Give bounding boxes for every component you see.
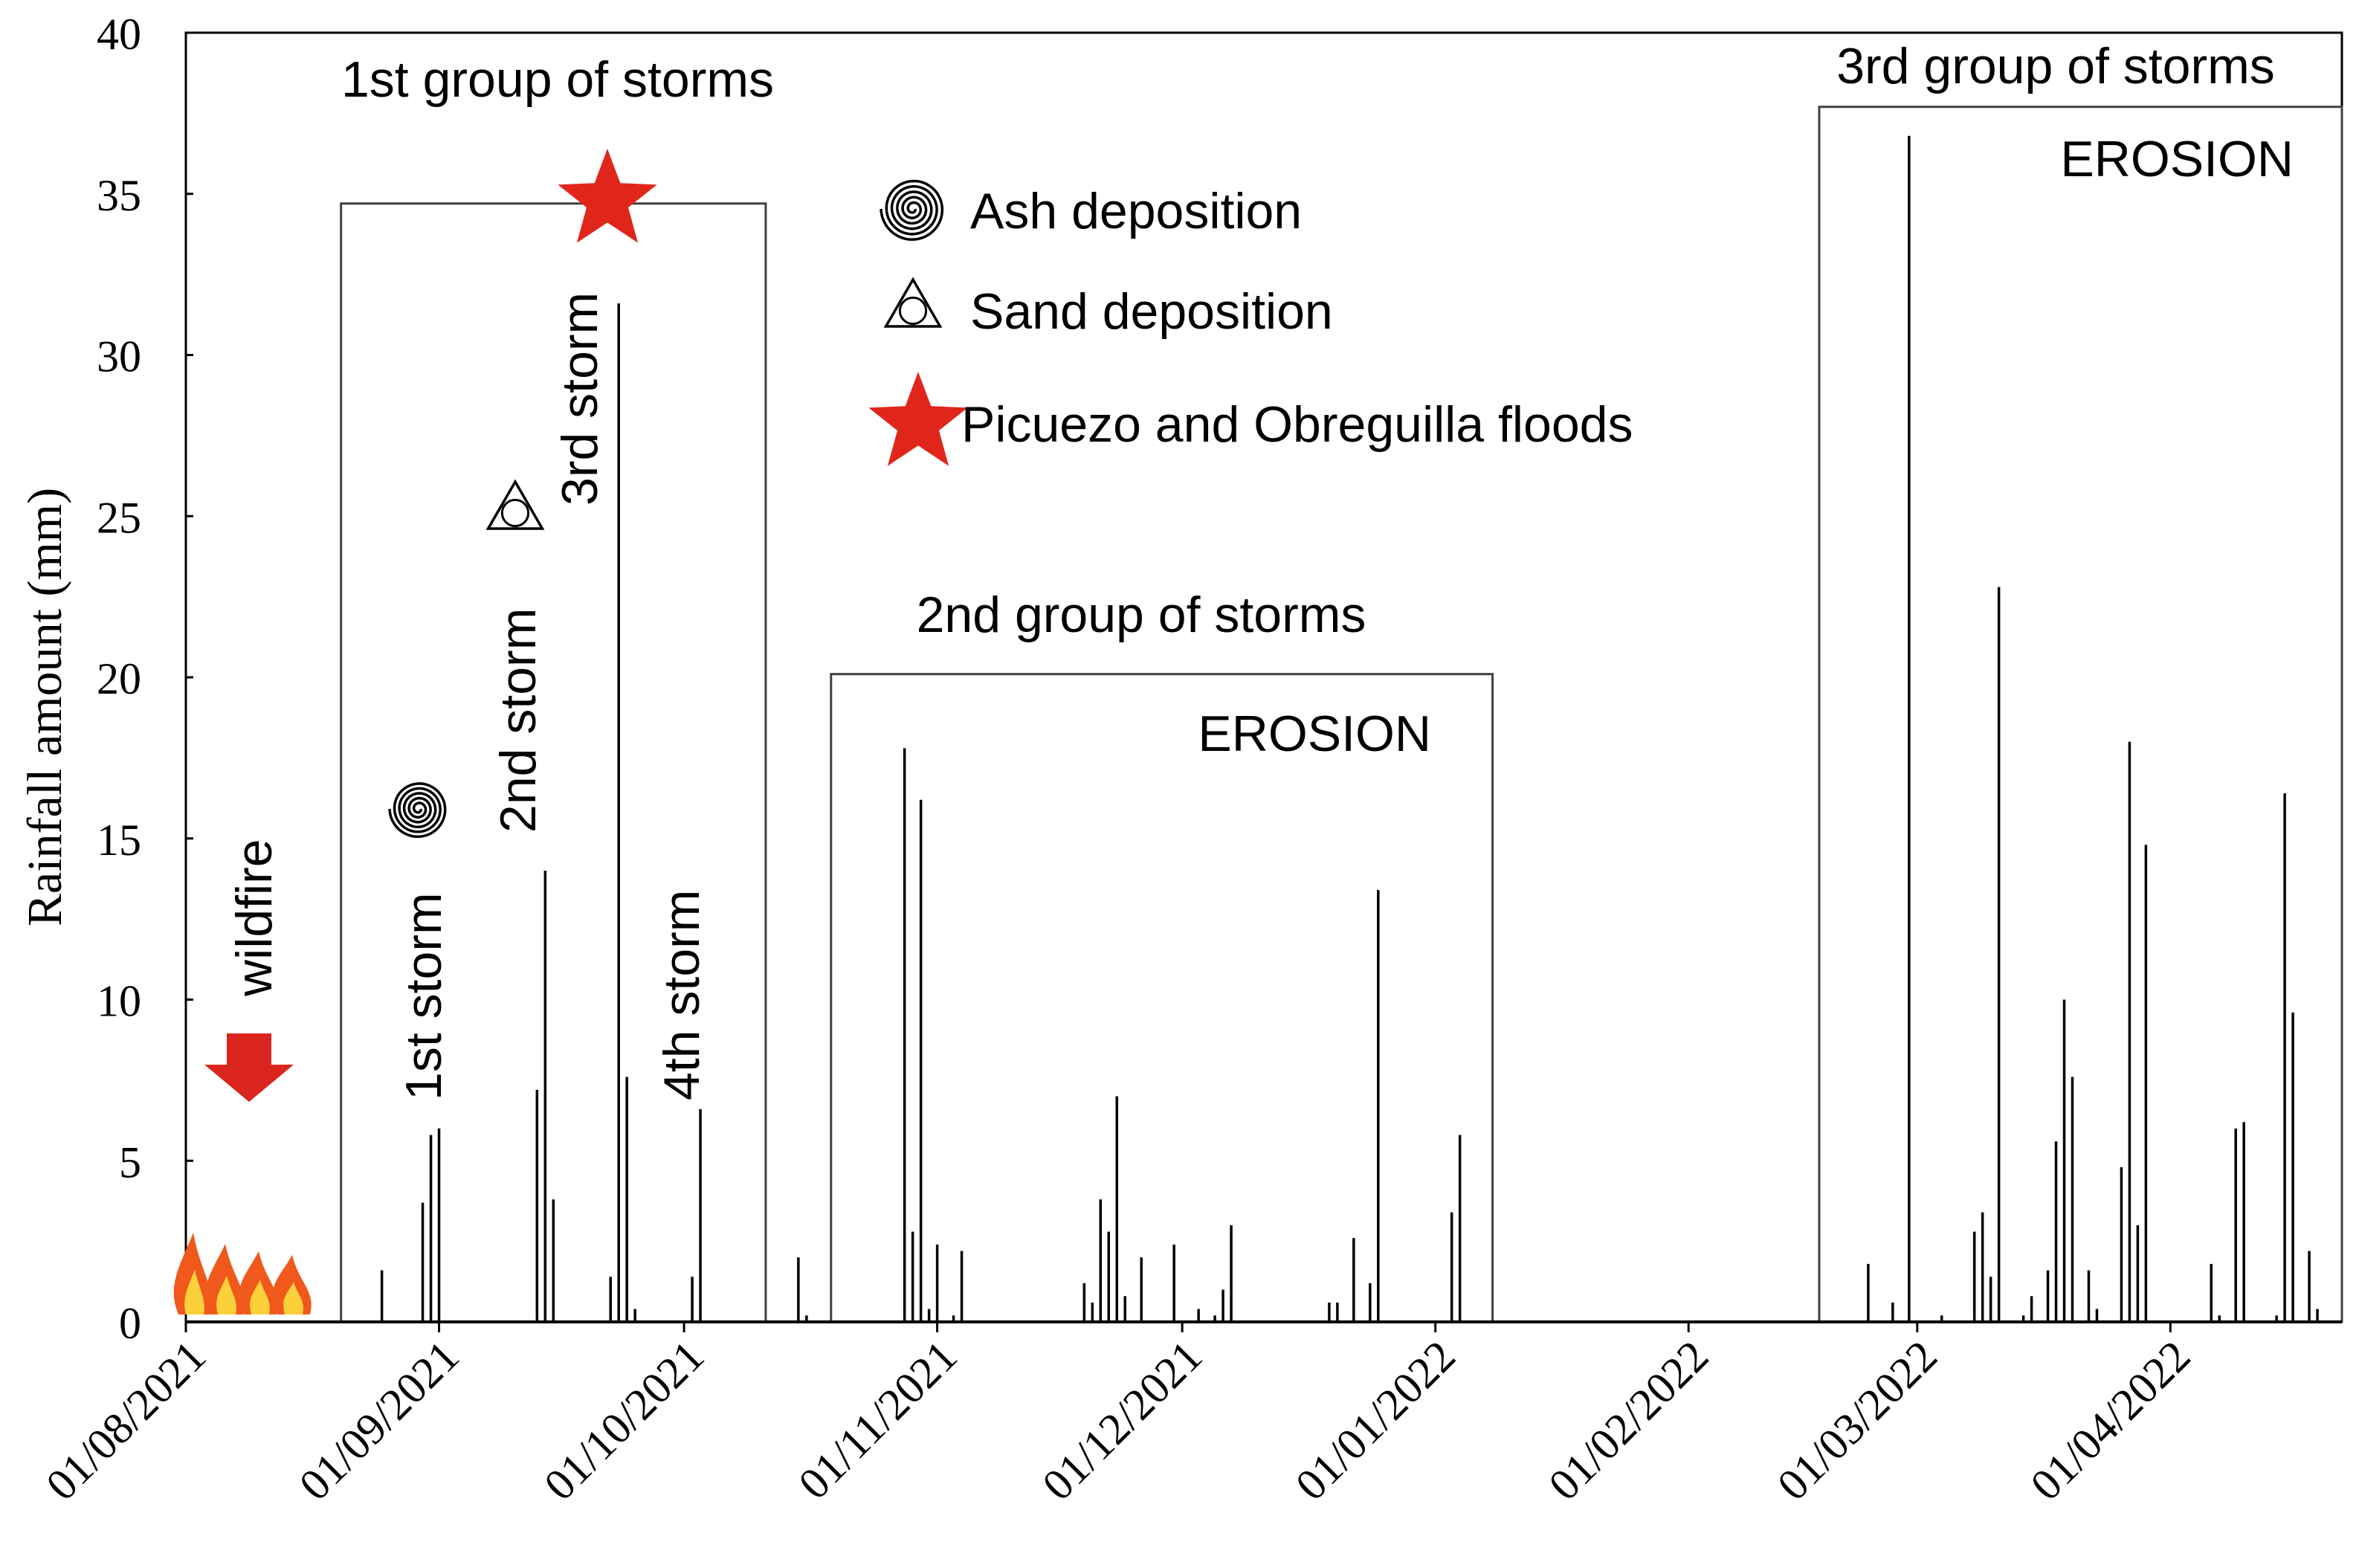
y-tick-label: 20	[97, 654, 141, 703]
y-tick-label: 10	[97, 977, 141, 1026]
storm-label-2: 2nd storm	[490, 608, 546, 833]
rainfall-bars	[380, 135, 2319, 1322]
group-box-2	[830, 673, 1494, 1323]
y-tick-label: 40	[97, 10, 141, 59]
x-tick-label: 01/04/2022	[2021, 1332, 2200, 1510]
legend-label-2: Sand deposition	[970, 283, 1333, 340]
x-tick-label: 01/01/2022	[1286, 1332, 1465, 1510]
flame-outer	[173, 1233, 213, 1314]
nonagram-icon	[485, 479, 545, 530]
group-caption-2: EROSION	[1198, 706, 1431, 762]
y-axis-title: Rainfall amount (mm)	[18, 488, 72, 926]
nonagram-lines	[485, 479, 545, 530]
flame-inner	[283, 1282, 303, 1314]
annotations: 1st group of storms 2nd group of storms ER…	[173, 38, 2294, 1314]
x-tick-label: 01/10/2021	[535, 1332, 713, 1510]
fire-icon	[173, 1233, 312, 1314]
y-tick-label: 0	[119, 1299, 141, 1348]
x-tick-label: 01/11/2021	[789, 1332, 966, 1509]
legend-label-1: Ash deposition	[970, 183, 1302, 239]
storm-label-4: 4th storm	[654, 890, 710, 1100]
y-tick-label: 5	[119, 1138, 141, 1187]
flame-outer	[205, 1244, 245, 1314]
nonagram-lines	[883, 277, 943, 328]
flame-inner	[250, 1280, 270, 1314]
spiral-icon	[388, 782, 447, 839]
legend-label-3: Picuezo and Obreguilla floods	[961, 396, 1633, 453]
storm-label-1: 1st storm	[396, 892, 452, 1100]
legend-nonagram-icon	[883, 277, 943, 328]
nonagram-center	[500, 498, 530, 528]
flame-outer	[272, 1255, 312, 1314]
legend-spiral-icon	[880, 179, 944, 241]
flame-inner	[216, 1275, 236, 1314]
down-arrow-icon	[204, 1033, 294, 1102]
y-tick-label: 35	[97, 171, 141, 220]
wildfire-label: wildfire	[226, 839, 283, 997]
y-tick-label: 15	[97, 816, 141, 865]
red-star-icon	[558, 149, 657, 243]
x-tick-label: 01/02/2022	[1539, 1332, 1717, 1510]
y-tick-label: 30	[97, 332, 141, 381]
flame-inner	[184, 1269, 204, 1314]
x-tick-label: 01/12/2021	[1033, 1332, 1211, 1510]
group-box-3	[1818, 106, 2343, 1323]
legend-red-star-icon	[868, 372, 968, 466]
group-title-3: 3rd group of storms	[1836, 38, 2275, 94]
group-caption-3: EROSION	[2060, 131, 2294, 187]
y-tick-label: 25	[97, 493, 141, 542]
nonagram-center	[898, 296, 928, 326]
storm-label-3: 3rd storm	[552, 292, 608, 506]
group-title-1: 1st group of storms	[341, 51, 774, 108]
group-title-2: 2nd group of storms	[917, 587, 1366, 643]
x-tick-label: 01/09/2021	[290, 1332, 468, 1510]
flame-outer	[239, 1251, 278, 1314]
x-tick-label: 01/08/2021	[36, 1332, 215, 1510]
x-tick-label: 01/03/2022	[1768, 1332, 1946, 1510]
